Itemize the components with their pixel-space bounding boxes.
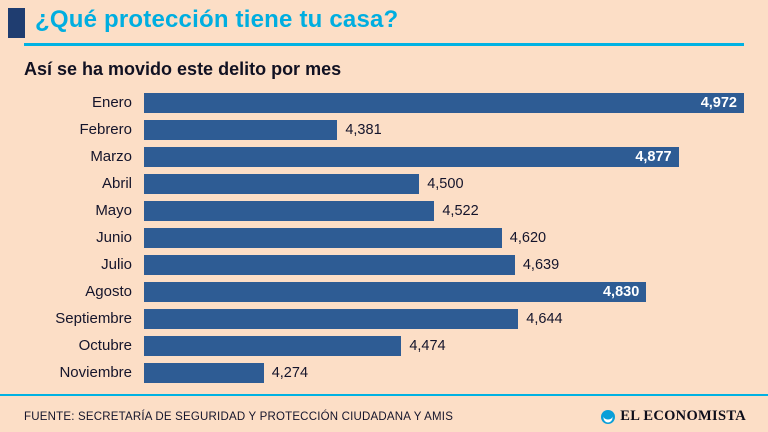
value-label: 4,972 (700, 94, 737, 111)
bar-track: 4,972 (144, 92, 744, 113)
value-label: 4,274 (271, 364, 309, 381)
bar-track: 4,274 (144, 362, 744, 383)
month-label: Agosto (85, 283, 132, 300)
month-label: Junio (96, 229, 132, 246)
chart-row: Octubre 4,474 (24, 332, 744, 359)
bar-octubre (144, 335, 402, 356)
bar-julio (144, 254, 515, 275)
month-label: Enero (91, 94, 132, 111)
source-text: FUENTE: SECRETARÍA DE SEGURIDAD Y PROTEC… (24, 410, 454, 423)
brand-square (8, 8, 25, 38)
bar-noviembre (144, 362, 264, 383)
bar-track: 4,522 (144, 200, 744, 221)
bar-track: 4,474 (144, 335, 744, 356)
bar-track: 4,830 (144, 281, 744, 302)
header: ¿Qué protección tiene tu casa? (0, 0, 768, 38)
chart-row: Agosto 4,830 (24, 278, 744, 305)
chart-row: Julio 4,639 (24, 251, 744, 278)
value-label: 4,381 (345, 121, 382, 138)
bar-track: 4,639 (144, 254, 744, 275)
bar-track: 4,644 (144, 308, 744, 329)
value-label: 4,644 (526, 310, 563, 327)
chart-subtitle: Así se ha movido este delito por mes (24, 59, 342, 79)
chart-row: Noviembre 4,274 (24, 359, 744, 386)
chart-row: Septiembre 4,644 (24, 305, 744, 332)
bar-chart: Enero 4,972 Febrero 4,381 Marzo 4,877 Abril 4,5… (24, 89, 744, 386)
bar-track: 4,877 (144, 146, 744, 167)
brand-logo-text: EL ECONOMISTA (620, 408, 746, 424)
bar-abril (144, 173, 420, 194)
bar-septiembre (144, 308, 519, 329)
bar-junio (144, 227, 502, 248)
month-label: Abril (101, 175, 132, 192)
brand-logo-icon (601, 409, 616, 424)
month-label: Mayo (95, 202, 132, 219)
chart-row: Mayo 4,522 (24, 197, 744, 224)
chart-title: ¿Qué protección tiene tu casa? (35, 6, 399, 33)
brand-logo: EL ECONOMISTA (601, 408, 746, 425)
bar-enero: 4,972 (144, 92, 744, 113)
bar-track: 4,500 (144, 173, 744, 194)
month-label: Septiembre (55, 310, 132, 327)
title-divider (24, 43, 744, 46)
month-label: Febrero (79, 121, 132, 138)
bar-track: 4,620 (144, 227, 744, 248)
value-label: 4,522 (442, 202, 479, 219)
month-label: Marzo (90, 148, 132, 165)
bar-marzo: 4,877 (144, 146, 679, 167)
month-label: Julio (101, 256, 132, 273)
chart-row: Junio 4,620 (24, 224, 744, 251)
value-label: 4,500 (427, 175, 464, 192)
bar-track: 4,381 (144, 119, 744, 140)
value-label: 4,620 (509, 229, 547, 246)
value-label: 4,474 (409, 337, 446, 354)
chart-row: Febrero 4,381 (24, 116, 744, 143)
footer: FUENTE: SECRETARÍA DE SEGURIDAD Y PROTEC… (24, 408, 746, 425)
bar-agosto: 4,830 (144, 281, 647, 302)
bar-mayo (144, 200, 435, 221)
bar-febrero (144, 119, 338, 140)
month-label: Noviembre (59, 364, 132, 381)
value-label: 4,830 (602, 283, 640, 300)
chart-row: Abril 4,500 (24, 170, 744, 197)
value-label: 4,639 (522, 256, 560, 273)
chart-row: Enero 4,972 (24, 89, 744, 116)
chart-row: Marzo 4,877 (24, 143, 744, 170)
footer-divider (0, 394, 768, 396)
month-label: Octubre (78, 337, 132, 354)
value-label: 4,877 (635, 148, 672, 165)
